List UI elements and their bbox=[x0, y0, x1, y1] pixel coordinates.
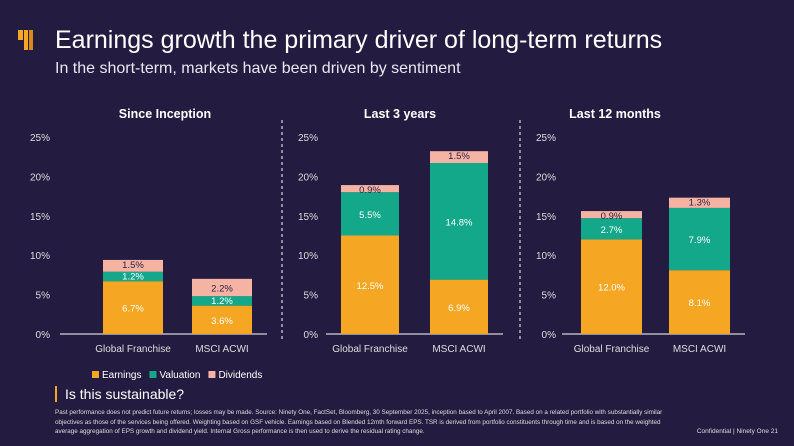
data-label: 12.5% bbox=[357, 281, 384, 292]
data-label: 2.2% bbox=[211, 284, 233, 295]
data-label: 1.5% bbox=[448, 151, 470, 162]
legend-label: Dividends bbox=[218, 370, 262, 381]
x-tick-label: MSCI ACWI bbox=[432, 344, 485, 355]
y-tick-label: 0% bbox=[542, 330, 557, 341]
data-label: 8.1% bbox=[689, 298, 711, 309]
data-label: 1.2% bbox=[122, 272, 144, 283]
data-label: 3.6% bbox=[211, 316, 233, 327]
bar-segment-earnings bbox=[192, 305, 252, 334]
y-tick-label: 15% bbox=[30, 212, 50, 223]
y-tick-label: 20% bbox=[298, 172, 318, 183]
bar-segment-valuation bbox=[341, 192, 399, 236]
data-label: 6.9% bbox=[448, 303, 470, 314]
x-tick-label: Global Franchise bbox=[95, 344, 171, 355]
bar-segment-earnings bbox=[669, 270, 730, 334]
data-label: 7.9% bbox=[689, 235, 711, 246]
bar-segment-dividends bbox=[341, 185, 399, 193]
y-tick-label: 5% bbox=[542, 291, 557, 302]
data-label: 1.2% bbox=[211, 296, 233, 307]
page-subtitle: In the short-term, markets have been dri… bbox=[55, 60, 461, 77]
legend-label: Earnings bbox=[102, 370, 141, 381]
y-tick-label: 10% bbox=[536, 251, 556, 262]
legend-swatch-valuation bbox=[149, 371, 157, 378]
y-tick-label: 20% bbox=[30, 172, 50, 183]
bar-segment-earnings bbox=[103, 281, 163, 334]
data-label: 1.5% bbox=[122, 260, 144, 271]
data-label: 2.7% bbox=[601, 225, 623, 236]
legend-swatch-dividends bbox=[208, 371, 216, 378]
confidential-label: Confidential | Ninety One 21 bbox=[696, 428, 778, 435]
y-tick-label: 15% bbox=[536, 212, 556, 223]
bar-segment-earnings bbox=[341, 235, 399, 334]
x-tick-label: Global Franchise bbox=[332, 344, 408, 355]
bar-segment-dividends bbox=[103, 259, 163, 272]
bar-segment-dividends bbox=[192, 278, 252, 297]
data-label: 6.7% bbox=[122, 304, 144, 315]
brand-logo-icon bbox=[18, 30, 33, 50]
chart-title: Last 12 months bbox=[569, 107, 661, 121]
question-heading: Is this sustainable? bbox=[55, 386, 184, 402]
bar-segment-valuation bbox=[103, 271, 163, 282]
y-tick-label: 0% bbox=[36, 330, 51, 341]
x-tick-label: MSCI ACWI bbox=[673, 344, 726, 355]
y-tick-label: 25% bbox=[536, 133, 556, 144]
y-tick-label: 5% bbox=[304, 291, 319, 302]
x-tick-label: MSCI ACWI bbox=[195, 344, 248, 355]
bar-segment-valuation bbox=[192, 296, 252, 306]
y-tick-label: 10% bbox=[30, 251, 50, 262]
y-tick-label: 15% bbox=[298, 212, 318, 223]
bar-segment-valuation bbox=[669, 207, 730, 271]
legend-label: Valuation bbox=[159, 370, 200, 381]
stacked-bar-charts: Since Inception0%5%10%15%20%25%6.7%1.2%1… bbox=[30, 107, 745, 381]
chart-title: Last 3 years bbox=[364, 107, 436, 121]
y-tick-label: 10% bbox=[298, 251, 318, 262]
bar-segment-earnings bbox=[430, 279, 488, 334]
bar-segment-valuation bbox=[581, 218, 642, 240]
y-tick-label: 25% bbox=[298, 133, 318, 144]
chart-title: Since Inception bbox=[119, 107, 211, 121]
y-tick-label: 20% bbox=[536, 172, 556, 183]
legend-swatch-earnings bbox=[92, 371, 99, 378]
y-tick-label: 0% bbox=[304, 330, 319, 341]
bar-segment-dividends bbox=[430, 151, 488, 164]
x-tick-label: Global Franchise bbox=[574, 344, 650, 355]
bar-segment-valuation bbox=[430, 163, 488, 280]
data-label: 14.8% bbox=[446, 217, 473, 228]
page-title: Earnings growth the primary driver of lo… bbox=[55, 26, 663, 54]
data-label: 0.9% bbox=[359, 185, 381, 196]
data-label: 12.0% bbox=[598, 283, 625, 294]
data-label: 5.5% bbox=[359, 210, 381, 221]
bar-segment-dividends bbox=[669, 197, 730, 208]
bar-segment-earnings bbox=[581, 239, 642, 334]
data-label: 1.3% bbox=[689, 198, 711, 209]
bar-segment-dividends bbox=[581, 211, 642, 219]
data-label: 0.9% bbox=[601, 211, 623, 222]
y-tick-label: 5% bbox=[36, 291, 51, 302]
footnote: Past performance does not predict future… bbox=[55, 409, 663, 435]
y-tick-label: 25% bbox=[30, 133, 50, 144]
